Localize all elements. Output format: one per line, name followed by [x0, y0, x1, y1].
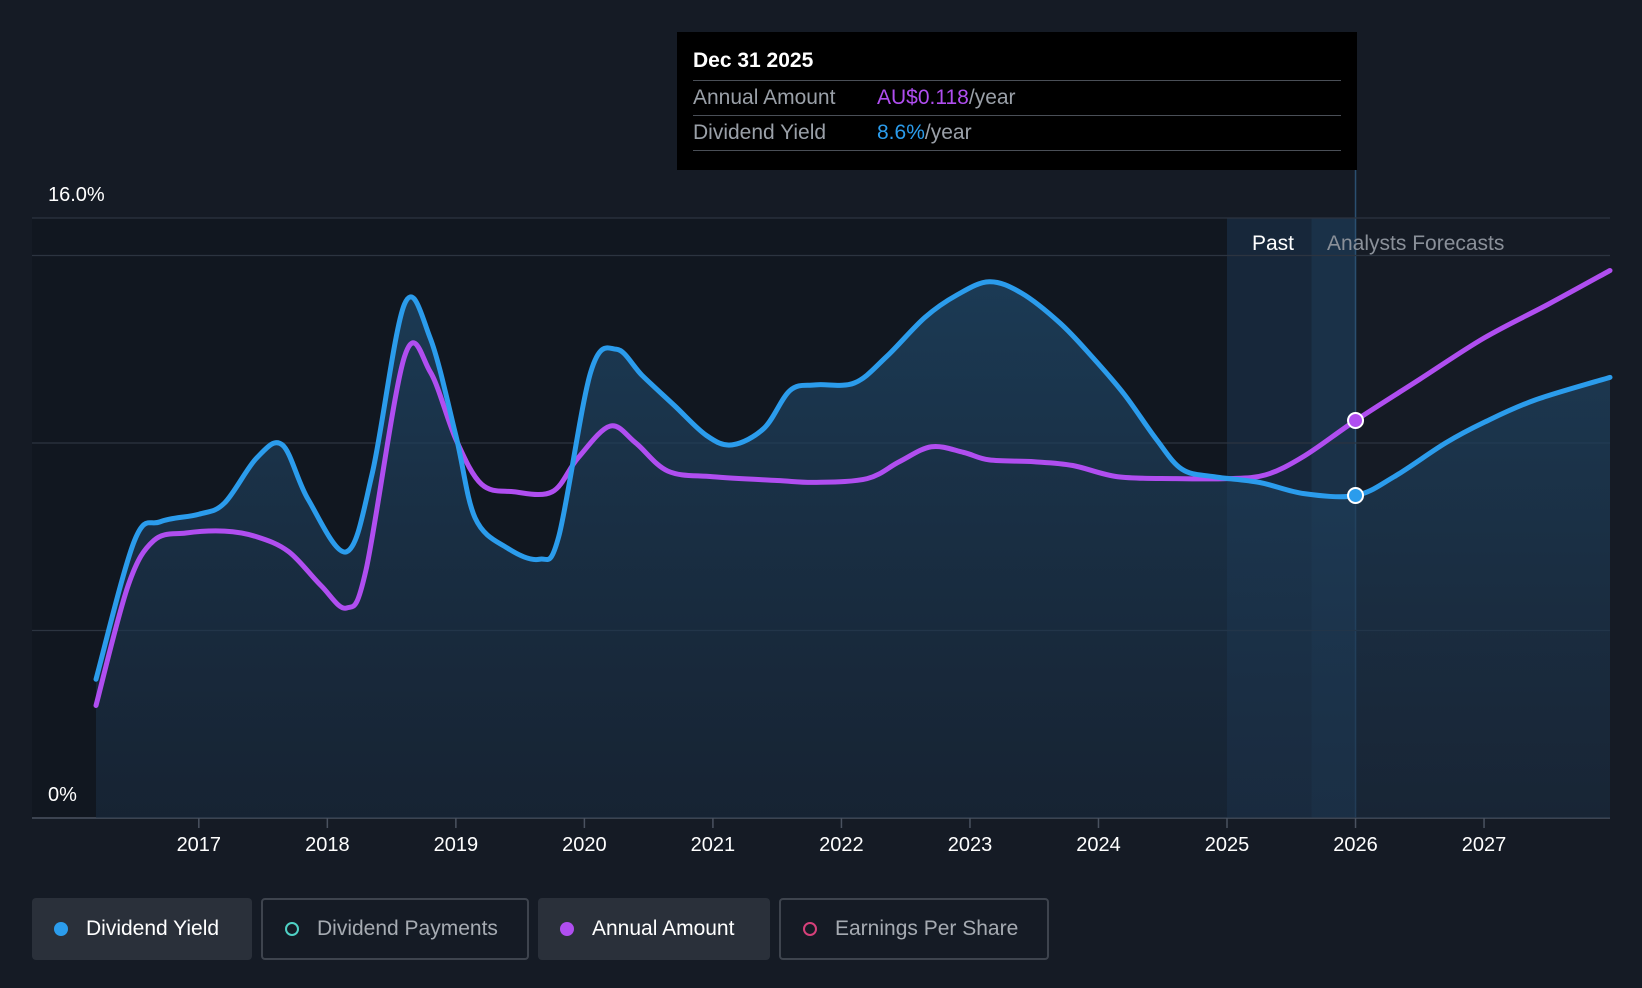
x-tick-label: 2027 [1462, 834, 1507, 856]
y-axis-top-label: 16.0% [48, 184, 105, 206]
annual-amount-marker [1347, 412, 1365, 429]
legend-earnings-per-share[interactable]: Earnings Per Share [779, 898, 1049, 960]
filled-dot-icon [560, 922, 574, 936]
dividend-yield-line [93, 279, 1613, 682]
hollow-dot-icon [285, 922, 299, 936]
x-tick-label: 2023 [948, 834, 993, 856]
legend-label: Earnings Per Share [835, 917, 1019, 940]
tooltip-unit: /year [968, 86, 1016, 109]
legend-annual-amount[interactable]: Annual Amount [538, 898, 770, 960]
x-tick-label: 2020 [562, 834, 607, 856]
dividend-chart: 2017 2018 2019 2020 2021 2022 2023 2024 2025 2026… [32, 170, 1613, 856]
legend-label: Annual Amount [592, 917, 735, 940]
hollow-dot-icon [803, 922, 817, 936]
tooltip-unit: /year [924, 121, 972, 144]
tooltip-row-annual-amount: Annual Amount AU$0.118 /year [693, 81, 1341, 116]
x-tick-label: 2017 [177, 834, 222, 856]
chart-legend: Dividend Yield Dividend Payments Annual … [32, 898, 1049, 960]
dividend-yield-marker [1347, 487, 1365, 504]
tooltip-label: Annual Amount [693, 86, 836, 109]
legend-label: Dividend Payments [317, 917, 498, 940]
x-tick-label: 2019 [434, 834, 479, 856]
hover-tooltip: Dec 31 2025 Annual Amount AU$0.118 /year… [677, 32, 1357, 170]
forecast-region-label: Analysts Forecasts [1327, 232, 1504, 255]
tooltip-value: AU$0.118 [877, 86, 969, 109]
tooltip-row-dividend-yield: Dividend Yield 8.6% /year [693, 116, 1341, 151]
x-tick-label: 2018 [305, 834, 350, 856]
x-tick-label: 2022 [819, 834, 864, 856]
x-tick-label: 2024 [1076, 834, 1121, 856]
dividend-yield-area [96, 281, 1610, 819]
tooltip-date: Dec 31 2025 [693, 46, 1341, 81]
filled-dot-icon [54, 922, 68, 936]
tooltip-value: 8.6% [877, 121, 925, 144]
x-tick-label: 2025 [1205, 834, 1250, 856]
y-axis-bottom-label: 0% [48, 784, 77, 806]
annual-amount-line [93, 268, 1613, 708]
x-tick-label: 2026 [1333, 834, 1378, 856]
legend-label: Dividend Yield [86, 917, 220, 940]
legend-dividend-payments[interactable]: Dividend Payments [261, 898, 529, 960]
past-region-label: Past [1252, 232, 1294, 255]
legend-dividend-yield[interactable]: Dividend Yield [32, 898, 252, 960]
x-tick-label: 2021 [691, 834, 736, 856]
tooltip-label: Dividend Yield [693, 121, 827, 144]
